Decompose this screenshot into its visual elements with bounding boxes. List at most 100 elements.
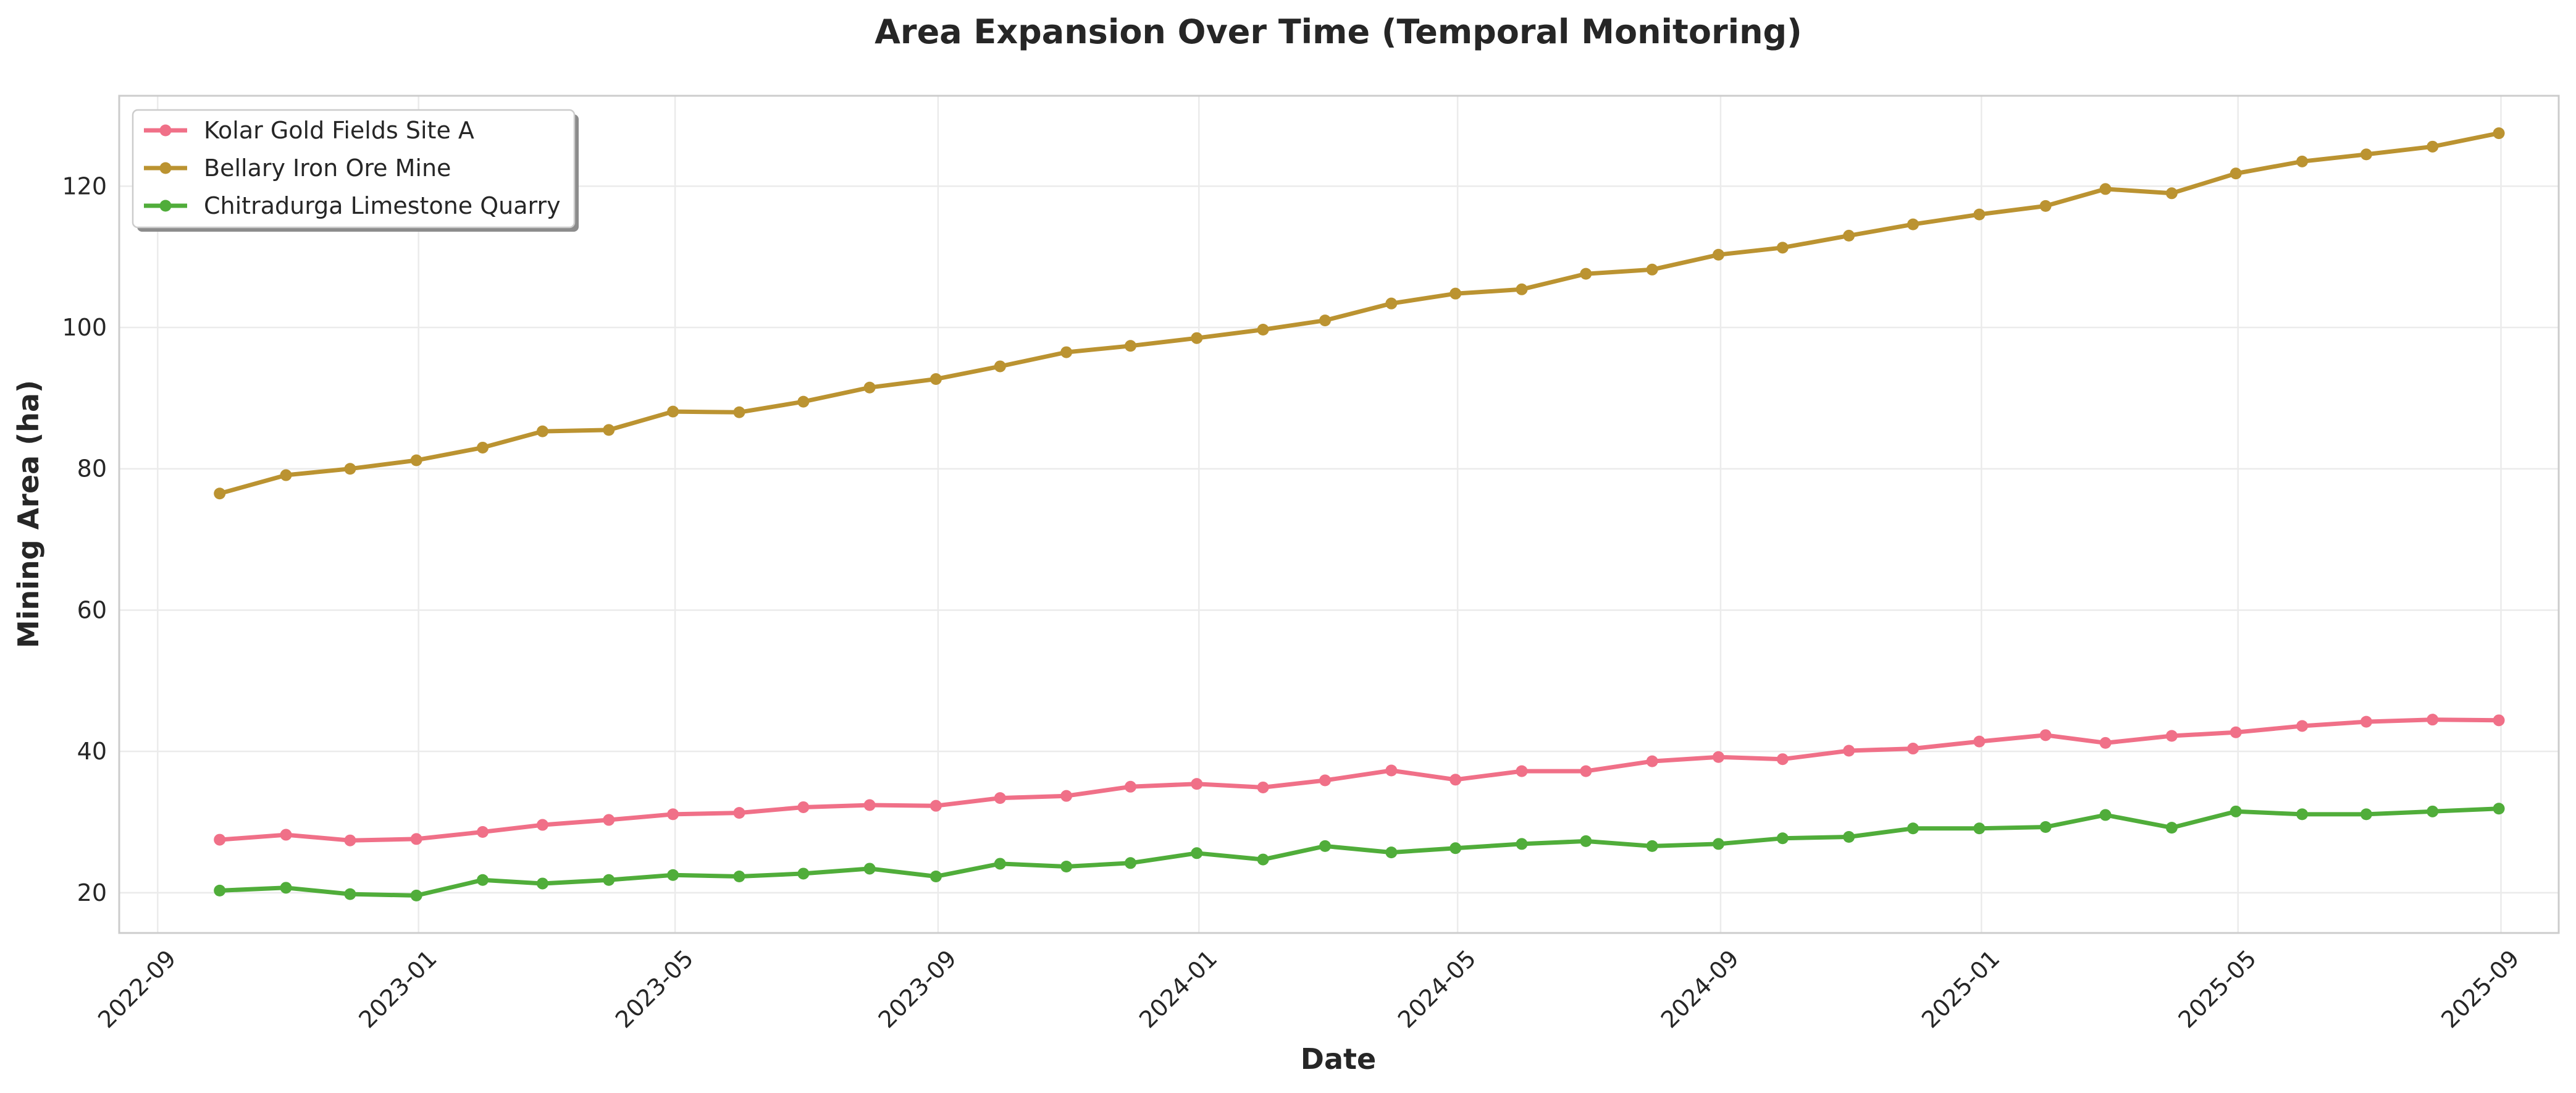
- series-line: [217, 806, 2501, 898]
- legend-label: Chitradurga Limestone Quarry: [204, 192, 561, 219]
- data-point: [1060, 346, 1073, 358]
- data-point: [1712, 248, 1724, 261]
- data-point: [280, 829, 292, 841]
- legend: Kolar Gold Fields Site A Bellary Iron Ore…: [132, 109, 579, 232]
- data-point: [344, 463, 356, 475]
- series-group: [214, 127, 2505, 901]
- data-point: [1516, 838, 1528, 850]
- data-point: [1257, 853, 1269, 866]
- data-point: [863, 381, 876, 394]
- x-axis-title: Date: [1301, 1042, 1376, 1076]
- data-point: [1776, 832, 1789, 845]
- y-tick-label: 120: [62, 172, 107, 200]
- data-point: [1580, 268, 1592, 280]
- y-tick-labels: 20 40 60 80 100 120: [62, 172, 107, 906]
- data-point: [2099, 809, 2112, 821]
- data-point: [1319, 774, 1331, 787]
- series-group: [214, 803, 2505, 901]
- data-point: [1843, 229, 1855, 242]
- data-point: [344, 834, 356, 846]
- plot-frame: [118, 95, 2560, 934]
- data-point: [2493, 803, 2505, 815]
- data-point: [667, 808, 679, 821]
- data-point: [1191, 847, 1203, 859]
- data-point: [1646, 755, 1658, 767]
- data-point: [2165, 187, 2178, 200]
- data-point: [536, 819, 548, 831]
- data-point: [1973, 208, 1986, 221]
- data-point: [214, 487, 226, 500]
- y-tick-label: 40: [77, 738, 107, 765]
- data-point: [1646, 263, 1658, 276]
- data-point: [1516, 765, 1528, 777]
- legend-swatch-marker: [159, 200, 172, 212]
- data-point: [994, 360, 1006, 373]
- data-point: [2230, 167, 2242, 180]
- data-point: [2165, 730, 2178, 742]
- data-point: [477, 441, 489, 454]
- data-point: [2039, 729, 2052, 741]
- legend-swatch-marker: [159, 124, 172, 137]
- data-point: [929, 373, 942, 386]
- data-point: [733, 807, 745, 819]
- data-point: [863, 863, 876, 875]
- data-point: [1385, 764, 1398, 777]
- data-point: [1580, 765, 1592, 777]
- legend-swatch-marker: [159, 162, 172, 174]
- data-point: [2230, 726, 2242, 738]
- data-point: [1843, 830, 1855, 843]
- data-point: [994, 858, 1006, 870]
- data-point: [344, 888, 356, 900]
- data-point: [1516, 283, 1528, 295]
- y-tick-label: 80: [77, 455, 107, 483]
- y-tick-label: 20: [77, 879, 107, 906]
- data-point: [1450, 287, 1462, 300]
- data-point: [1712, 838, 1724, 850]
- data-point: [2427, 714, 2439, 726]
- data-point: [1712, 751, 1724, 763]
- data-point: [2493, 127, 2505, 140]
- data-point: [410, 889, 422, 901]
- data-point: [1319, 840, 1331, 852]
- data-point: [1843, 745, 1855, 757]
- data-point: [1385, 297, 1398, 310]
- data-point: [667, 869, 679, 881]
- data-point: [2360, 148, 2372, 161]
- series-group: [214, 714, 2505, 846]
- series-group: [214, 127, 2505, 500]
- data-point: [1385, 846, 1398, 859]
- data-point: [929, 800, 942, 812]
- data-point: [1257, 323, 1269, 335]
- data-point: [2230, 805, 2242, 817]
- series-line: [217, 131, 2501, 496]
- data-point: [536, 425, 548, 437]
- data-point: [733, 871, 745, 883]
- chart-title: Area Expansion Over Time (Temporal Monit…: [875, 12, 1802, 51]
- data-point: [1907, 822, 1919, 835]
- data-point: [214, 884, 226, 897]
- data-point: [1973, 822, 1986, 835]
- data-point: [863, 799, 876, 811]
- data-point: [536, 877, 548, 890]
- data-point: [1580, 835, 1592, 847]
- legend-label: Kolar Gold Fields Site A: [204, 117, 474, 144]
- data-point: [477, 874, 489, 886]
- data-point: [2165, 822, 2178, 834]
- data-point: [1191, 778, 1203, 790]
- data-point: [994, 792, 1006, 804]
- data-point: [2296, 155, 2309, 167]
- data-point: [280, 469, 292, 481]
- data-point: [2427, 140, 2439, 153]
- data-point: [1124, 340, 1136, 352]
- data-point: [733, 406, 745, 418]
- data-point: [797, 867, 810, 880]
- data-point: [929, 871, 942, 883]
- data-point: [1124, 780, 1136, 793]
- data-point: [2099, 183, 2112, 195]
- data-point: [1450, 842, 1462, 855]
- y-tick-label: 60: [77, 596, 107, 623]
- data-point: [2360, 715, 2372, 728]
- data-point: [1191, 332, 1203, 344]
